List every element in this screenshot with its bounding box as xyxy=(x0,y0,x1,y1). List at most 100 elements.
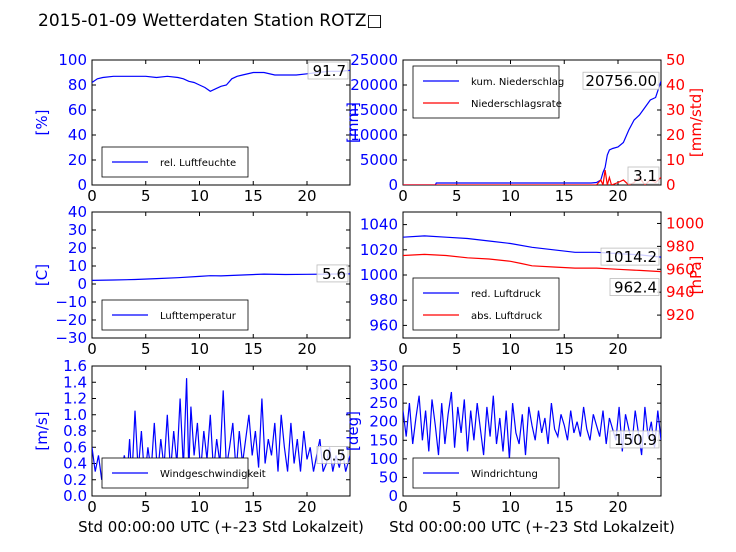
legend-label: rel. Luftfeuchte xyxy=(160,158,236,169)
x-axis-label: Std 00:00:00 UTC (+-23 Std Lokalzeit) xyxy=(78,518,364,536)
y-tick-label: 150 xyxy=(369,431,398,449)
annotation-box xyxy=(600,247,660,266)
x-tick-label: 20 xyxy=(297,498,316,516)
x-tick-label: 15 xyxy=(244,340,263,358)
x-tick-label: 5 xyxy=(452,340,462,358)
y-tick-label: 1040 xyxy=(360,216,398,234)
annotation-box xyxy=(627,166,660,185)
x-tick-label: 15 xyxy=(555,340,574,358)
legend: Windgeschwindigkeit xyxy=(101,457,266,489)
x-tick-label: 5 xyxy=(452,187,462,205)
y2-axis-label: [hPa] xyxy=(687,256,705,295)
x-tick-label: 5 xyxy=(452,498,462,516)
y-tick-label: −10 xyxy=(55,293,87,311)
x-tick-label: 15 xyxy=(555,498,574,516)
annotation-label: 91.7 xyxy=(313,62,346,80)
x-tick-label: 10 xyxy=(501,340,520,358)
y-tick-label: 1000 xyxy=(360,266,398,284)
x-tick-label: 10 xyxy=(190,498,209,516)
y-axis-label: [%] xyxy=(33,110,51,136)
y-tick-label: 15000 xyxy=(350,101,398,119)
x-tick-label: 5 xyxy=(141,340,151,358)
y-tick-label: 0.4 xyxy=(63,455,87,473)
annotation-label: 0.5 xyxy=(322,446,346,464)
y-tick-label: 0.6 xyxy=(63,438,87,456)
y2-tick-label: 10 xyxy=(666,151,685,169)
y-tick-label: 10000 xyxy=(350,126,398,144)
x-tick-label: 5 xyxy=(141,187,151,205)
legend-box xyxy=(412,65,560,119)
annotation-label: 3.1 xyxy=(633,167,657,185)
y-tick-label: 980 xyxy=(369,291,398,309)
legend: kum. Niederschlag Niederschlagsrate xyxy=(412,65,564,119)
y2-tick-label: 0 xyxy=(666,176,676,194)
y-tick-label: 10 xyxy=(68,257,87,275)
legend: Lufttemperatur xyxy=(101,299,249,331)
x-tick-label: 0 xyxy=(398,340,408,358)
series-line-2 xyxy=(403,253,661,273)
y2-tick-label: 960 xyxy=(666,260,695,278)
y-tick-label: 350 xyxy=(369,357,398,375)
annotation-box xyxy=(582,71,660,90)
y-tick-label: 0.0 xyxy=(63,487,87,505)
y-tick-label: 80 xyxy=(68,76,87,94)
x-tick-label: 0 xyxy=(87,187,97,205)
y-tick-label: 20000 xyxy=(350,76,398,94)
y-tick-label: 100 xyxy=(58,51,87,69)
y2-tick-label: 50 xyxy=(666,51,685,69)
y-tick-label: 0.8 xyxy=(63,422,87,440)
x-tick-label: 15 xyxy=(555,187,574,205)
legend-label: Lufttemperatur xyxy=(160,311,237,322)
annotation-box xyxy=(609,278,660,296)
y-tick-label: 40 xyxy=(68,203,87,221)
series-line-1 xyxy=(92,378,350,482)
y-tick-label: 20 xyxy=(68,239,87,257)
y-axis-label: [deg] xyxy=(344,411,362,451)
x-tick-label: 10 xyxy=(190,187,209,205)
x-tick-label: 0 xyxy=(87,340,97,358)
legend-box xyxy=(101,146,249,178)
y-axis-label: [m/s] xyxy=(33,411,51,450)
x-tick-label: 0 xyxy=(398,498,408,516)
plot-frame xyxy=(91,59,351,186)
x-tick-label: 20 xyxy=(608,187,627,205)
y2-tick-label: 980 xyxy=(666,237,695,255)
x-tick-label: 5 xyxy=(141,498,151,516)
y2-tick-label: 30 xyxy=(666,101,685,119)
y2-tick-label: 40 xyxy=(666,76,685,94)
x-tick-label: 15 xyxy=(244,187,263,205)
y-tick-label: 30 xyxy=(68,221,87,239)
panel-pressure: 0 5 10 15 20 960 980 1000 1020 1040 920 940 960 980 10… xyxy=(360,211,705,358)
x-tick-label: 20 xyxy=(297,340,316,358)
legend: rel. Luftfeuchte xyxy=(101,146,249,178)
x-tick-label: 10 xyxy=(190,340,209,358)
y-tick-label: 300 xyxy=(369,376,398,394)
legend: red. Luftdruck abs. Luftdruck xyxy=(412,277,560,331)
y-tick-label: 1.6 xyxy=(63,357,87,375)
y2-tick-label: 940 xyxy=(666,283,695,301)
annotation-label: 962.4 xyxy=(614,279,657,297)
annotation-box xyxy=(307,61,349,80)
annotation-label: 5.6 xyxy=(322,265,346,283)
y-tick-label: 60 xyxy=(68,101,87,119)
series-line-1 xyxy=(92,69,350,92)
legend-box xyxy=(412,277,560,331)
legend-label: abs. Luftdruck xyxy=(471,311,542,322)
y2-tick-label: 20 xyxy=(666,126,685,144)
annotation-label: 20756.00 xyxy=(585,72,657,90)
annotation-label: 1014.2 xyxy=(605,248,658,266)
y-axis-label: [C] xyxy=(33,264,51,286)
y-tick-label: 40 xyxy=(68,126,87,144)
chart-title: 2015-01-09 Wetterdaten Station ROTZ□ xyxy=(38,11,383,31)
y2-tick-label: 920 xyxy=(666,306,695,324)
y-axis-label: [mm] xyxy=(344,102,362,143)
legend-label: red. Luftdruck xyxy=(471,289,541,300)
y-tick-label: −30 xyxy=(55,329,87,347)
y-tick-label: 50 xyxy=(379,468,398,486)
annotation-box xyxy=(316,264,349,283)
y-tick-label: 1.0 xyxy=(63,406,87,424)
series-line-1 xyxy=(403,81,661,185)
y-tick-label: 25000 xyxy=(350,51,398,69)
